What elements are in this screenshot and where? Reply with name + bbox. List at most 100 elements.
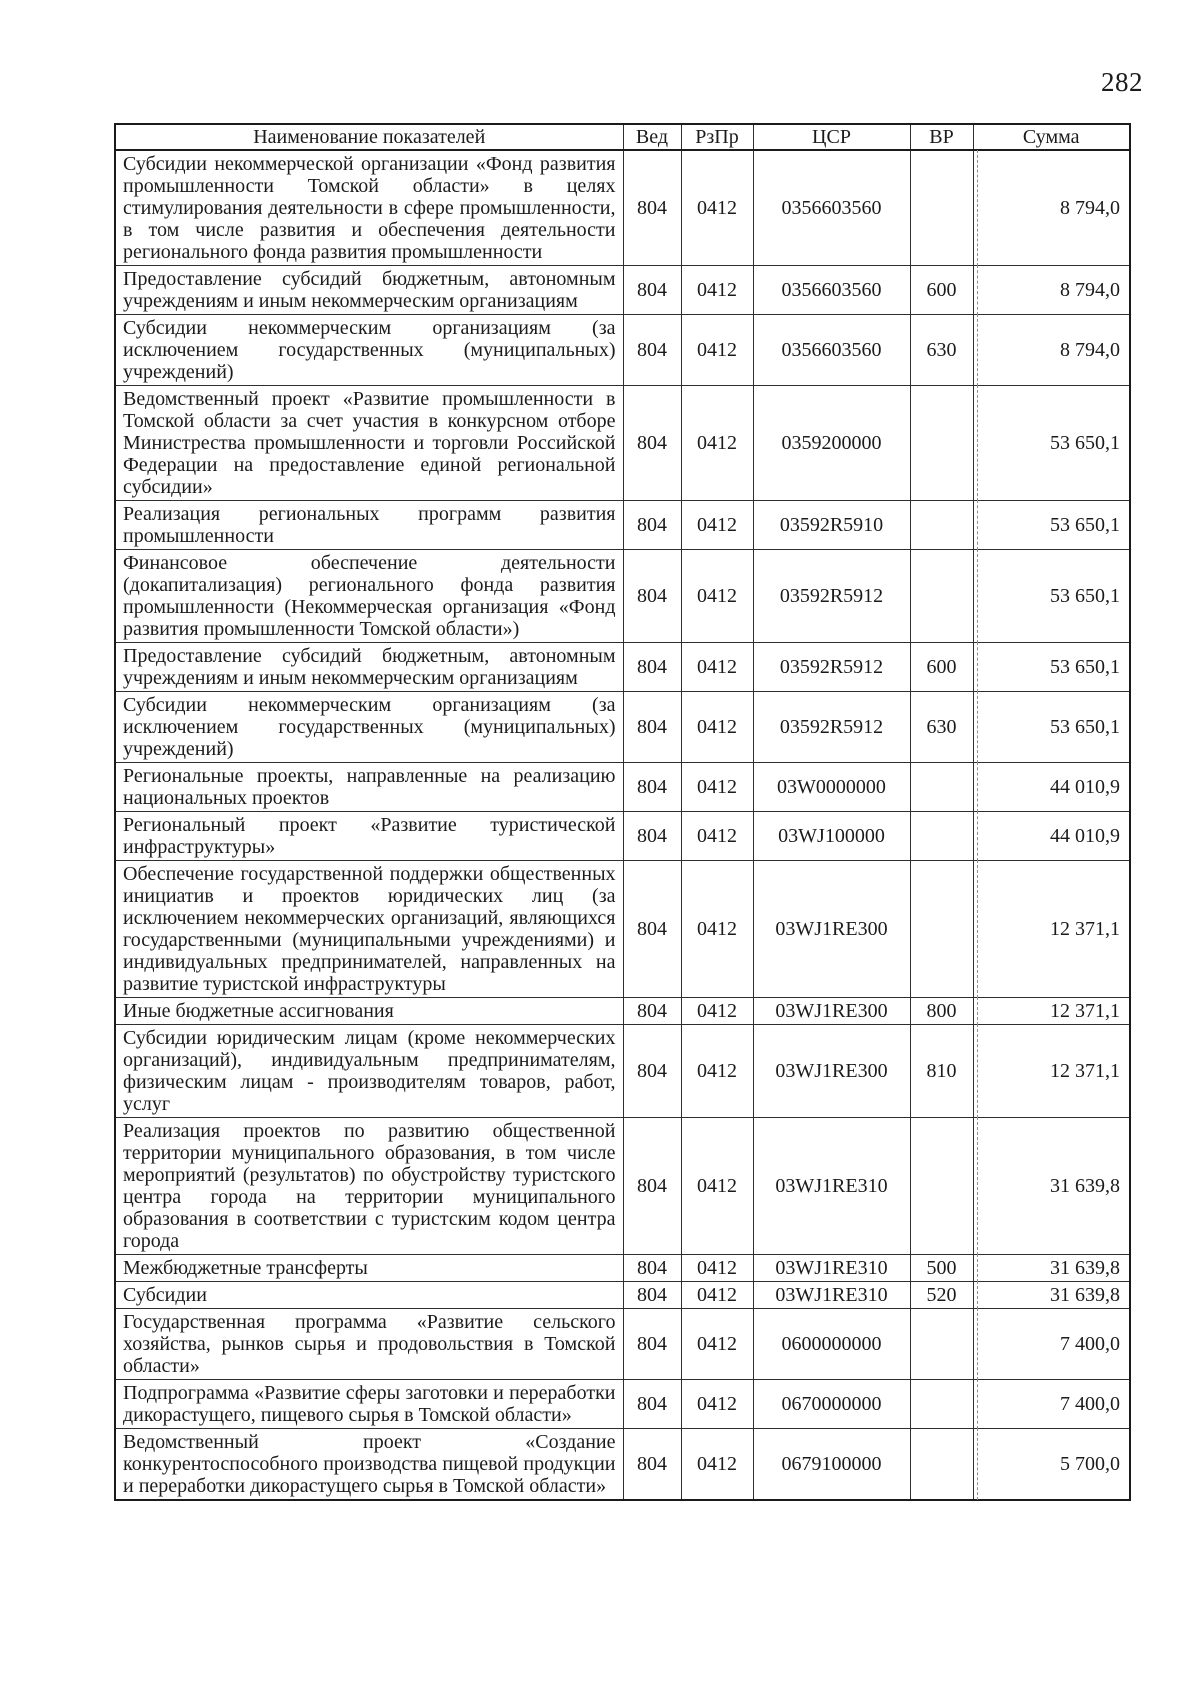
table-body: Субсидии некоммерческой организации «Фон… [114,149,1131,1501]
cell-ved: 804 [622,385,682,501]
cell-csr: 03592R5912 [752,549,911,643]
cell-rzpr: 0412 [680,860,754,998]
cell-name: Субсидии некоммерческим организациям (за… [114,691,624,763]
table-row: Субсидии юридическим лицам (кроме некомм… [114,1024,1131,1119]
cell-vr [909,1379,974,1429]
table-header: Наименование показателей Вед РзПр ЦСР ВР… [114,123,1131,151]
cell-name: Подпрограмма «Развитие сферы заготовки и… [114,1379,624,1429]
cell-name: Субсидии юридическим лицам (кроме некомм… [114,1024,624,1118]
cell-csr: 03592R5912 [752,691,911,763]
cell-name: Обеспечение государственной поддержки об… [114,860,624,998]
cell-vr [909,549,974,643]
table-row: Финансовое обеспечение деятельности (док… [114,549,1131,644]
cell-sum: 12 371,1 [972,1024,1131,1119]
table-row: Межбюджетные трансферты 804 0412 03WJ1RE310… [114,1254,1131,1283]
cell-rzpr: 0412 [680,691,754,763]
cell-csr: 0670000000 [752,1379,911,1429]
table-row: Ведомственный проект «Создание конкурент… [114,1428,1131,1501]
cell-rzpr: 0412 [680,1117,754,1255]
cell-sum: 53 650,1 [972,691,1131,764]
table-row: Субсидии некоммерческим организациям (за… [114,314,1131,387]
cell-vr [909,1428,974,1501]
header-vr: ВР [909,123,974,151]
cell-csr: 0600000000 [752,1308,911,1380]
table-row: Региональный проект «Развитие туристичес… [114,811,1131,862]
cell-rzpr: 0412 [680,149,754,266]
cell-vr [909,1117,974,1255]
cell-vr: 600 [909,265,974,315]
budget-allocations-table: Наименование показателей Вед РзПр ЦСР ВР… [114,123,1131,1501]
cell-name: Субсидии некоммерческой организации «Фон… [114,149,624,266]
cell-csr: 0356603560 [752,314,911,386]
cell-sum: 44 010,9 [972,762,1131,813]
cell-sum: 53 650,1 [972,642,1131,693]
cell-csr: 0356603560 [752,265,911,315]
cell-vr: 500 [909,1254,974,1282]
cell-name: Предоставление субсидий бюджетным, автон… [114,265,624,315]
header-rzpr: РзПр [680,123,754,151]
cell-rzpr: 0412 [680,265,754,315]
cell-rzpr: 0412 [680,1024,754,1118]
cell-csr: 03WJ100000 [752,811,911,861]
cell-name: Реализация региональных программ развити… [114,500,624,550]
cell-name: Предоставление субсидий бюджетным, автон… [114,642,624,692]
cell-ved: 804 [622,1379,682,1429]
header-ved: Вед [622,123,682,151]
cell-vr: 810 [909,1024,974,1118]
cell-vr: 630 [909,691,974,763]
cell-ved: 804 [622,1428,682,1501]
cell-vr [909,811,974,861]
cell-name: Реализация проектов по развитию обществе… [114,1117,624,1255]
cell-sum: 53 650,1 [972,549,1131,644]
cell-sum: 12 371,1 [972,997,1131,1026]
table-row: Субсидии 804 0412 03WJ1RE310 520 31 639,8 [114,1281,1131,1310]
cell-csr: 03WJ1RE300 [752,1024,911,1118]
cell-name: Субсидии некоммерческим организациям (за… [114,314,624,386]
cell-vr [909,762,974,812]
cell-vr [909,860,974,998]
cell-rzpr: 0412 [680,811,754,861]
cell-ved: 804 [622,1024,682,1118]
cell-vr [909,385,974,501]
header-indicator-name: Наименование показателей [114,123,624,151]
table-row: Государственная программа «Развитие сель… [114,1308,1131,1381]
cell-rzpr: 0412 [680,642,754,692]
cell-csr: 03WJ1RE300 [752,860,911,998]
cell-name: Региональный проект «Развитие туристичес… [114,811,624,861]
cell-csr: 0679100000 [752,1428,911,1501]
cell-csr: 03WJ1RE310 [752,1117,911,1255]
cell-csr: 03592R5912 [752,642,911,692]
cell-rzpr: 0412 [680,314,754,386]
page-number: 282 [1101,67,1143,97]
cell-rzpr: 0412 [680,500,754,550]
cell-ved: 804 [622,691,682,763]
cell-ved: 804 [622,149,682,266]
cell-ved: 804 [622,1281,682,1309]
cell-sum: 53 650,1 [972,385,1131,502]
cell-vr: 600 [909,642,974,692]
cell-name: Ведомственный проект «Создание конкурент… [114,1428,624,1501]
cell-rzpr: 0412 [680,1428,754,1501]
cell-sum: 5 700,0 [972,1428,1131,1501]
cell-ved: 804 [622,762,682,812]
cell-name: Государственная программа «Развитие сель… [114,1308,624,1380]
cell-name: Региональные проекты, направленные на ре… [114,762,624,812]
cell-ved: 804 [622,1254,682,1282]
table-row: Субсидии некоммерческим организациям (за… [114,691,1131,764]
table-row: Подпрограмма «Развитие сферы заготовки и… [114,1379,1131,1430]
cell-sum: 31 639,8 [972,1117,1131,1256]
table-row: Иные бюджетные ассигнования 804 0412 03WJ1R… [114,997,1131,1026]
cell-ved: 804 [622,811,682,861]
header-sum: Сумма [972,123,1131,151]
cell-ved: 804 [622,860,682,998]
cell-ved: 804 [622,265,682,315]
table-row: Субсидии некоммерческой организации «Фон… [114,149,1131,266]
cell-csr: 0356603560 [752,149,911,266]
cell-csr: 03WJ1RE300 [752,997,911,1025]
table-row: Обеспечение государственной поддержки об… [114,860,1131,999]
table-row: Реализация региональных программ развити… [114,500,1131,551]
cell-sum: 7 400,0 [972,1308,1131,1381]
cell-ved: 804 [622,549,682,643]
cell-name: Субсидии [114,1281,624,1309]
